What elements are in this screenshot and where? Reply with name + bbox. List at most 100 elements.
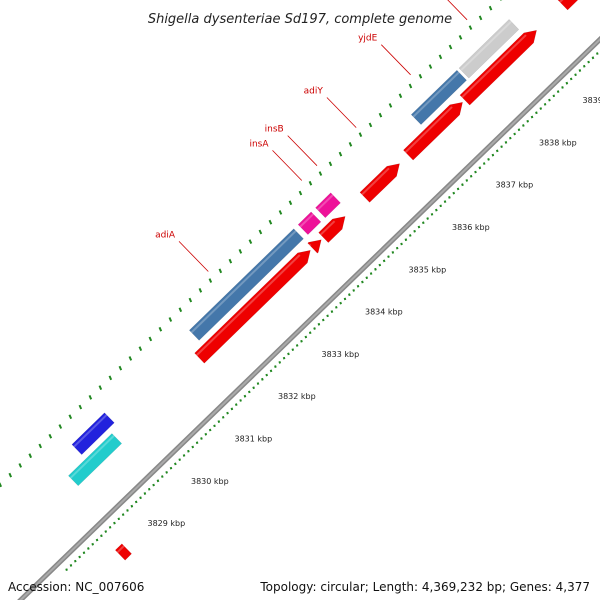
ticks-inner-dot-65 (348, 293, 351, 297)
ticks-inner-dot-73 (382, 259, 386, 263)
ticks-inner-dot-8 (100, 534, 103, 538)
ticks-inner-dot-50 (282, 356, 286, 360)
ticks-inner-dot-14 (126, 509, 129, 512)
ticks-inner-dot-104 (517, 128, 521, 132)
ticks-inner-dot-32 (204, 432, 208, 436)
ticks-outer-dot-33 (298, 190, 303, 196)
ticks-inner-dot-46 (265, 373, 268, 377)
ticks-inner-dot-114 (561, 86, 564, 89)
gene-feature-14 (557, 0, 579, 11)
gene-label-adiA: adiA (155, 230, 176, 240)
ticks-inner-dot-17 (139, 496, 142, 500)
gene-label-yjdE: yjdE (358, 34, 378, 44)
kbp-label-3836: 3836 kbp (452, 223, 490, 232)
ticks-inner-dot-99 (495, 149, 499, 153)
ticks-inner-dot-4 (82, 551, 86, 555)
ticks-inner-dot-2 (74, 559, 77, 563)
ticks-outer-dot-41 (378, 112, 383, 118)
ticks-inner-dot-39 (234, 403, 238, 407)
ticks-inner-dot-11 (113, 521, 116, 525)
backbone (17, 35, 600, 600)
gene-feature-highlight-5 (412, 71, 460, 118)
gene-feature-highlight-0 (73, 414, 108, 448)
ticks-outer-dot-18 (148, 336, 153, 342)
gene-feature-0 (71, 412, 115, 455)
ticks-inner-dot-80 (413, 229, 416, 233)
ticks-inner-dot-105 (522, 124, 525, 127)
gene-feature-5 (410, 69, 467, 125)
ticks-inner-dot-113 (556, 90, 560, 94)
ticks-inner-dot-43 (252, 386, 255, 390)
ticks-outer-dot-29 (258, 229, 263, 235)
ticks-inner-dot-76 (395, 246, 399, 250)
gene-features (68, 0, 579, 561)
ticks-inner-dot-97 (487, 157, 490, 161)
ticks-outer-dot-34 (308, 180, 313, 186)
ticks-inner-dot-21 (156, 479, 160, 483)
gene-label-insA: insA (249, 139, 269, 149)
ticks-inner-dot-6 (91, 542, 94, 546)
gene-feature-9 (307, 239, 322, 254)
ticks-inner-dot-9 (104, 530, 108, 533)
title-group: Shigella dysenteriae Sd197, complete gen… (148, 12, 452, 27)
ticks-inner-dot-0 (65, 568, 68, 571)
ticks-inner-dot-98 (491, 153, 495, 157)
ticks-inner-dot-82 (422, 221, 425, 225)
ticks-inner-dot-62 (335, 306, 338, 309)
ticks-inner-dot-60 (326, 314, 329, 318)
map-title: Shigella dysenteriae Sd197, complete gen… (148, 12, 452, 27)
gene-feature-11 (359, 163, 400, 203)
ticks-inner-dot-52 (291, 348, 295, 351)
ticks-inner-dot-83 (426, 217, 429, 220)
gene-feature-highlight-6 (460, 20, 512, 71)
ticks-outer-dot-32 (288, 200, 293, 206)
ticks-inner-dot-121 (591, 56, 595, 60)
ticks-inner-dot-40 (239, 399, 242, 402)
ticks-inner-dot-34 (213, 424, 216, 428)
kbp-label-3834: 3834 kbp (365, 308, 403, 317)
ticks-outer-dot-27 (238, 249, 243, 254)
ticks-inner-dot-41 (243, 394, 247, 398)
ticks-inner-dot-3 (78, 555, 81, 559)
ticks-inner-dot-66 (352, 289, 355, 292)
ticks-inner-dot-49 (278, 360, 282, 364)
ticks-inner-dot-117 (574, 73, 577, 77)
gene-leader-adiA (178, 241, 209, 272)
accession-label: Accession: NC_007606 (8, 580, 145, 594)
ticks-outer-dot-7 (38, 443, 43, 449)
gene-feature-highlight-10 (319, 220, 336, 236)
ticks-inner-dot-115 (565, 81, 569, 85)
ticks-outer-dot-17 (138, 346, 143, 351)
ticks-inner-dot-56 (308, 331, 312, 335)
ticks-inner-dot-118 (578, 69, 582, 72)
ticks-outer-dot-25 (218, 268, 223, 274)
ticks-outer-dot-9 (58, 424, 63, 429)
ticks-outer-dot-35 (318, 171, 323, 176)
ticks-inner-dot-93 (469, 174, 473, 178)
ticks-outer-dot-12 (88, 395, 93, 400)
kbp-label-3838: 3838 kbp (539, 138, 577, 147)
ticks-outer-dot-8 (48, 433, 53, 439)
gene-leader-adiY (326, 97, 357, 128)
gene-feature-8 (194, 249, 311, 364)
ticks-outer-dot-43 (398, 93, 403, 99)
ticks-inner-dot-79 (408, 234, 412, 237)
ticks-inner-dot-7 (95, 538, 99, 542)
ticks-inner-dot-57 (313, 327, 316, 330)
ticks-inner-dot-53 (295, 344, 299, 347)
gene-feature-3 (297, 211, 322, 235)
ticks-outer-dot-42 (388, 103, 393, 108)
ticks-inner-dot-94 (474, 170, 477, 174)
kbp-label-3833: 3833 kbp (322, 350, 360, 359)
outer-gc-dots (0, 0, 503, 488)
gene-feature-4 (315, 192, 341, 219)
ticks-inner-dot-24 (169, 466, 173, 470)
ticks-inner-dot-116 (569, 77, 573, 81)
ticks-inner-dot-101 (504, 140, 508, 144)
ticks-inner-dot-90 (456, 187, 460, 191)
ticks-outer-dot-30 (268, 219, 273, 225)
ticks-inner-dot-30 (195, 441, 199, 445)
ticks-inner-dot-96 (482, 162, 486, 165)
ticks-outer-dot-14 (108, 375, 113, 381)
